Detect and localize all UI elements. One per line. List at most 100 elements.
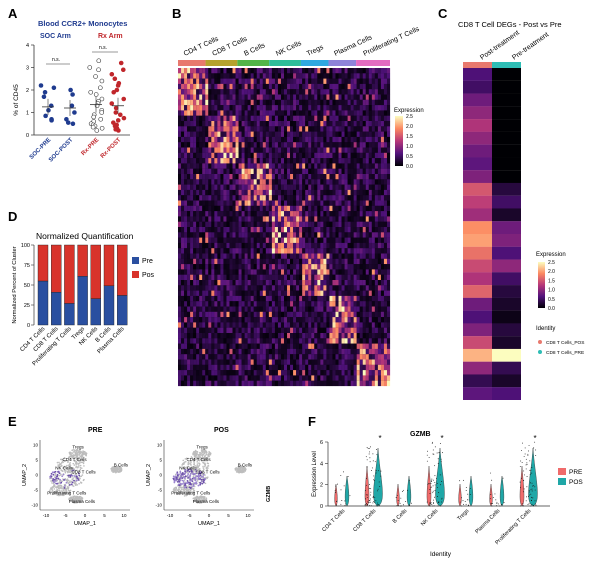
panel-b-heatmap-cell [350, 158, 354, 164]
panel-b-heatmap-cell [338, 242, 342, 249]
panel-b-heatmap-cell [365, 126, 369, 132]
panel-b-heatmap-cell [341, 327, 345, 334]
panel-b-heatmap-cell [284, 126, 288, 132]
panel-b-heatmap-cell [238, 83, 242, 90]
panel-b-heatmap-cell [344, 301, 348, 307]
panel-b-heatmap-cell [208, 126, 212, 132]
panel-b-heatmap-cell [241, 73, 245, 79]
panel-b-heatmap-cell [271, 99, 276, 106]
panel-b-heatmap-cell [193, 242, 197, 249]
panel-b-heatmap-cell [241, 184, 245, 190]
panel-b-heatmap-cell [386, 121, 391, 127]
panel-b-heatmap-cell [241, 242, 245, 249]
panel-b-heatmap-cell [280, 311, 285, 318]
panel-b-heatmap-cell [253, 216, 257, 222]
panel-b-heatmap-cell [271, 211, 276, 217]
panel-b-heatmap-cell [380, 348, 385, 355]
panel-b-heatmap-cell [347, 322, 351, 328]
panel-b-heatmap-cell [271, 200, 276, 206]
panel-b-heatmap-cell [338, 147, 342, 153]
panel-b-heatmap-cell [199, 142, 203, 148]
panel-b-heatmap-cell [356, 295, 360, 302]
panel-b-heatmap-cell [238, 237, 242, 243]
panel-b-heatmap-cell [371, 163, 375, 169]
panel-b-heatmap-cell [287, 147, 291, 153]
panel-c-cell-post [463, 131, 492, 145]
panel-b-heatmap-cell [299, 105, 303, 111]
panel-b-heatmap-cell [181, 306, 185, 312]
panel-b-heatmap-cell [386, 295, 391, 302]
panel-b-heatmap-cell [323, 227, 327, 233]
panel-b-heatmap-cell [247, 99, 251, 106]
panel-b-heatmap-cell [232, 184, 236, 190]
panel-b-heatmap-cell [383, 105, 388, 111]
panel-b-heatmap-cell [184, 364, 188, 371]
panel-b-heatmap-cell [217, 195, 221, 201]
panel-b-heatmap-cell [362, 68, 366, 74]
panel-b-heatmap-cell [184, 131, 188, 137]
panel-b-heatmap-cell [335, 147, 339, 153]
panel-b-heatmap-cell [329, 274, 333, 281]
panel-b-heatmap-cell [308, 147, 312, 153]
panel-b-heatmap-cell [253, 295, 257, 302]
panel-b-heatmap-cell [220, 248, 224, 254]
panel-b-heatmap-cell [262, 158, 266, 164]
panel-b-heatmap-cell [338, 333, 342, 339]
panel-b-heatmap-cell [247, 354, 251, 360]
panel-b-heatmap-cell [277, 258, 282, 265]
panel-b-heatmap-cell [265, 242, 269, 249]
panel-b-heatmap-cell [320, 189, 324, 196]
panel-b-heatmap-cell [374, 348, 378, 355]
panel-b-heatmap-cell [229, 311, 233, 318]
panel-b-heatmap-cell [284, 121, 288, 127]
panel-b-heatmap-cell [356, 68, 360, 74]
panel-b-heatmap-cell [271, 195, 276, 201]
panel-b-heatmap-cell [377, 306, 382, 312]
panel-b-heatmap-cell [205, 68, 209, 74]
panel-b-heatmap-cell [247, 110, 251, 116]
panel-b-heatmap-cell [290, 274, 294, 281]
panel-b-heatmap-cell [284, 68, 288, 74]
panel-b-heatmap-cell [350, 221, 354, 228]
panel-b-heatmap-cell [178, 115, 182, 122]
panel-b-heatmap-cell [326, 211, 330, 217]
panel-b-heatmap-cell [238, 258, 242, 265]
panel-b-heatmap-cell [187, 285, 191, 291]
panel-a-ytick-label: 1 [26, 111, 29, 117]
panel-b-heatmap-cell [335, 322, 339, 328]
panel-b-heatmap-cell [356, 142, 360, 148]
panel-b-heatmap-cell [386, 253, 391, 259]
panel-c-cell-pre [492, 182, 521, 196]
panel-b-heatmap-cell [184, 163, 188, 169]
panel-b-heatmap-cell [250, 232, 254, 238]
panel-b-heatmap-cell [265, 253, 269, 259]
panel-b-heatmap-cell [196, 152, 200, 159]
panel-b-heatmap-cell [184, 237, 188, 243]
panel-b-heatmap-cell [226, 317, 230, 323]
panel-c-cell-pre [492, 374, 521, 388]
panel-b-heatmap-cell [181, 221, 185, 228]
panel-b-heatmap-cell [305, 280, 309, 286]
panel-b-heatmap-cell [377, 142, 382, 148]
panel-b-heatmap-cell [229, 354, 233, 360]
panel-b-heatmap-cell [290, 280, 294, 286]
panel-b-heatmap-cell [296, 311, 300, 318]
panel-b-heatmap-cell [290, 83, 294, 90]
panel-b-heatmap-cell [359, 258, 363, 265]
panel-b-heatmap-cell [220, 83, 224, 90]
panel-b-heatmap-cell [305, 68, 309, 74]
panel-b-heatmap-cell [290, 285, 294, 291]
panel-b-heatmap-cell [226, 73, 230, 79]
panel-b-heatmap-cell [302, 333, 306, 339]
panel-b-heatmap-cell [265, 163, 269, 169]
panel-b-heatmap-cell [341, 73, 345, 79]
panel-b-heatmap-cell [211, 174, 215, 180]
panel-b-heatmap-cell [305, 115, 309, 122]
panel-b-heatmap-cell [232, 189, 236, 196]
panel-b-heatmap-cell [365, 68, 369, 74]
panel-b-heatmap-cell [196, 78, 200, 84]
panel-b-heatmap-cell [223, 142, 227, 148]
panel-b-heatmap-cell [265, 280, 269, 286]
panel-b-heatmap-cell [247, 359, 251, 365]
panel-b-heatmap-cell [262, 174, 266, 180]
